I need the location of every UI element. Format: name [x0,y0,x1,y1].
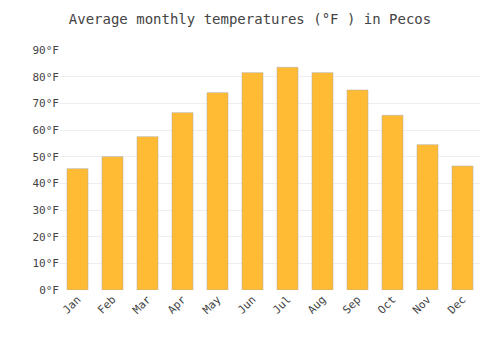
svg-text:Jun: Jun [235,293,258,316]
svg-text:30°F: 30°F [33,204,60,217]
svg-text:Dec: Dec [445,293,468,316]
svg-text:80°F: 80°F [33,71,60,84]
svg-text:90°F: 90°F [33,44,60,57]
svg-text:May: May [200,293,224,317]
svg-text:70°F: 70°F [33,97,60,110]
svg-text:Jan: Jan [60,293,83,316]
svg-text:Average monthly temperatures (: Average monthly temperatures (°F ) in Pe… [69,11,431,27]
svg-text:Aug: Aug [305,293,328,316]
svg-text:Mar: Mar [130,293,154,317]
svg-text:0°F: 0°F [39,284,59,297]
svg-text:Nov: Nov [410,293,434,317]
svg-text:Apr: Apr [165,293,189,317]
svg-text:Oct: Oct [375,293,398,316]
svg-text:40°F: 40°F [33,177,60,190]
svg-text:Sep: Sep [340,293,363,316]
svg-text:60°F: 60°F [33,124,60,137]
svg-text:20°F: 20°F [33,231,60,244]
svg-text:10°F: 10°F [33,257,60,270]
svg-text:Feb: Feb [95,293,118,316]
svg-text:Jul: Jul [270,293,293,316]
svg-text:50°F: 50°F [33,151,60,164]
